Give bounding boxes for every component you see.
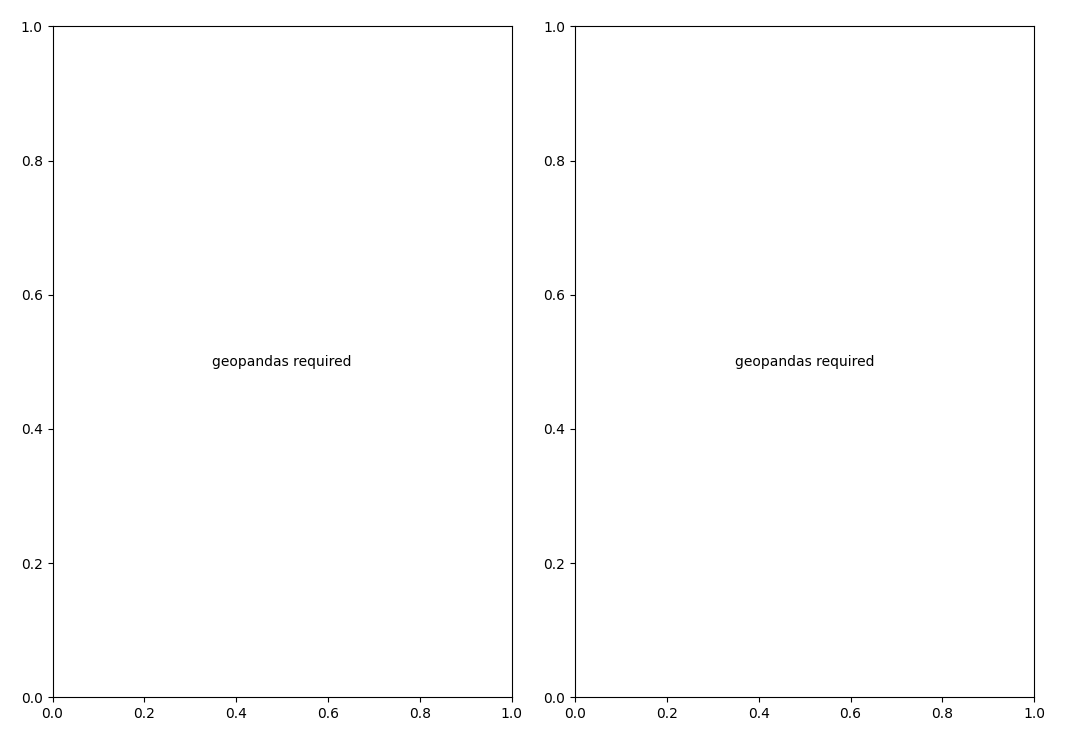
- Text: geopandas required: geopandas required: [734, 355, 874, 369]
- Text: geopandas required: geopandas required: [212, 355, 352, 369]
